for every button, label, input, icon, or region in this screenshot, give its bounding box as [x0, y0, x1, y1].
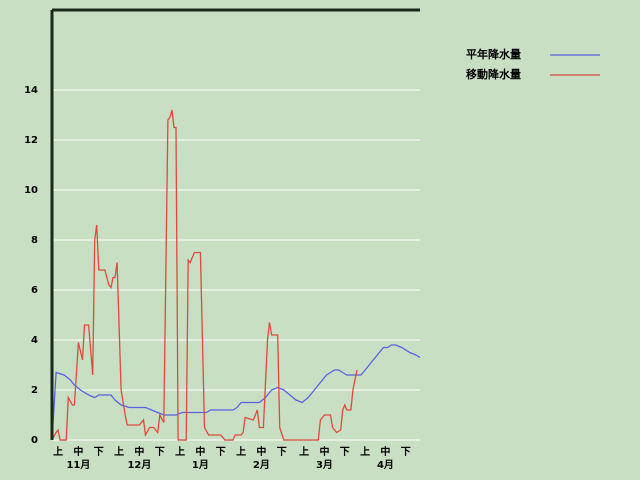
x-tick-label: 下 [216, 446, 226, 458]
x-tick-label: 下 [277, 446, 287, 458]
month-label: 1月 [192, 459, 209, 471]
y-tick-label: 0 [31, 435, 38, 446]
y-tick-label: 6 [31, 285, 38, 296]
x-tick-label: 下 [401, 446, 411, 458]
y-tick-label: 10 [24, 185, 38, 196]
legend-label: 平年降水量 [466, 47, 521, 61]
x-tick-label: 中 [134, 445, 144, 458]
y-tick-label: 2 [31, 385, 38, 396]
month-label: 3月 [316, 459, 333, 471]
x-tick-label: 上 [236, 445, 246, 458]
y-tick-label: 14 [24, 85, 38, 96]
x-tick-label: 上 [53, 445, 63, 458]
y-tick-label: 4 [31, 335, 38, 346]
month-label: 11月 [66, 459, 90, 471]
x-tick-label: 中 [319, 445, 329, 458]
x-tick-label: 上 [114, 445, 124, 458]
x-tick-label: 下 [340, 446, 350, 458]
month-label: 4月 [377, 459, 394, 471]
legend-label: 移動降水量 [466, 67, 521, 81]
x-tick-label: 中 [73, 445, 83, 458]
x-tick-label: 上 [175, 445, 185, 458]
month-label: 2月 [253, 459, 270, 471]
line-series [51, 109, 358, 441]
x-tick-label: 上 [299, 445, 309, 458]
y-tick-label: 12 [24, 135, 38, 146]
x-tick-label: 中 [380, 445, 390, 458]
line-series [51, 344, 421, 441]
month-label: 12月 [127, 459, 151, 471]
x-tick-label: 中 [256, 445, 266, 458]
x-tick-label: 上 [360, 445, 370, 458]
grid [52, 89, 420, 441]
x-tick-label: 中 [195, 445, 205, 458]
x-tick-label: 下 [155, 446, 165, 458]
y-tick-label: 8 [31, 235, 38, 246]
plot [51, 109, 421, 441]
x-tick-label: 下 [94, 446, 104, 458]
